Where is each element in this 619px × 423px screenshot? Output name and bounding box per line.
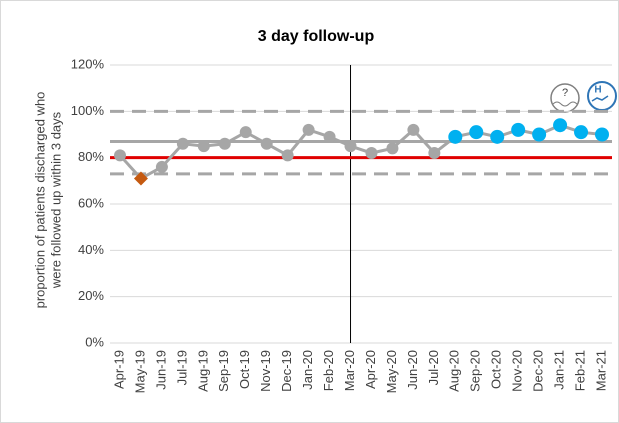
data-point — [428, 147, 441, 160]
y-tick-label: 80% — [78, 149, 104, 164]
chart-title: 3 day follow-up — [258, 28, 375, 45]
icon-circle — [587, 81, 617, 111]
x-tick-label: Mar-21 — [593, 350, 608, 391]
x-tick-label: Dec-20 — [531, 350, 546, 392]
data-point — [386, 142, 399, 155]
icon-h: H — [587, 81, 617, 111]
x-tick-label: Feb-20 — [321, 350, 336, 391]
x-tick-label: Oct-19 — [237, 350, 252, 389]
x-tick-label: Oct-20 — [489, 350, 504, 389]
data-point — [281, 149, 294, 162]
x-tick-label: Sep-19 — [216, 350, 231, 392]
data-point — [574, 125, 589, 140]
y-tick-label: 20% — [78, 288, 104, 303]
data-point — [595, 127, 609, 142]
y-axis-label: proportion of patients discharged who — [32, 92, 47, 309]
data-point — [155, 160, 168, 173]
y-axis-label: were followed up within 3 days — [48, 111, 63, 289]
data-point — [260, 137, 273, 150]
data-point — [239, 126, 252, 139]
data-point — [133, 171, 148, 186]
x-tick-label: Mar-20 — [342, 350, 357, 391]
x-tick-label: Nov-20 — [510, 350, 525, 392]
icon-line — [591, 95, 609, 102]
data-point — [553, 118, 568, 133]
x-tick-label: Jul-19 — [174, 350, 189, 385]
data-point — [323, 130, 336, 143]
data-point — [365, 147, 378, 160]
x-tick-label: May-20 — [384, 350, 399, 393]
x-tick-label: Dec-19 — [279, 350, 294, 392]
x-tick-label: Aug-20 — [447, 350, 462, 392]
x-tick-label: Sep-20 — [468, 350, 483, 392]
y-tick-label: 40% — [78, 242, 104, 257]
x-tick-label: May-19 — [132, 350, 147, 393]
data-point — [114, 149, 126, 162]
x-tick-label: Jan-20 — [300, 350, 315, 390]
y-tick-label: 0% — [85, 334, 104, 349]
x-tick-label: Jan-21 — [552, 350, 567, 390]
x-tick-label: Jun-19 — [153, 350, 168, 390]
data-point — [469, 125, 484, 140]
y-tick-label: 60% — [78, 195, 104, 210]
x-tick-label: Apr-20 — [363, 350, 378, 389]
icon-text: H — [594, 85, 601, 96]
data-point — [532, 127, 547, 142]
x-tick-label: Aug-19 — [195, 350, 210, 392]
data-point — [511, 122, 526, 137]
data-point — [344, 140, 357, 153]
data-point — [176, 137, 189, 150]
icon-circle — [550, 83, 580, 113]
x-tick-label: Jun-20 — [405, 350, 420, 390]
data-point — [407, 123, 420, 136]
data-point — [197, 140, 210, 153]
data-point — [302, 123, 315, 136]
icon-wave — [552, 101, 578, 107]
y-tick-label: 100% — [71, 103, 105, 118]
x-tick-label: Apr-19 — [111, 350, 126, 389]
y-tick-label: 120% — [71, 56, 105, 71]
x-tick-label: Jul-20 — [426, 350, 441, 385]
data-point — [218, 137, 231, 150]
x-tick-label: Feb-21 — [572, 350, 587, 391]
x-tick-label: Nov-19 — [258, 350, 273, 392]
icon-question: ? — [550, 83, 580, 113]
data-point — [448, 129, 463, 144]
icon-text: ? — [562, 87, 568, 99]
data-point — [490, 129, 505, 144]
